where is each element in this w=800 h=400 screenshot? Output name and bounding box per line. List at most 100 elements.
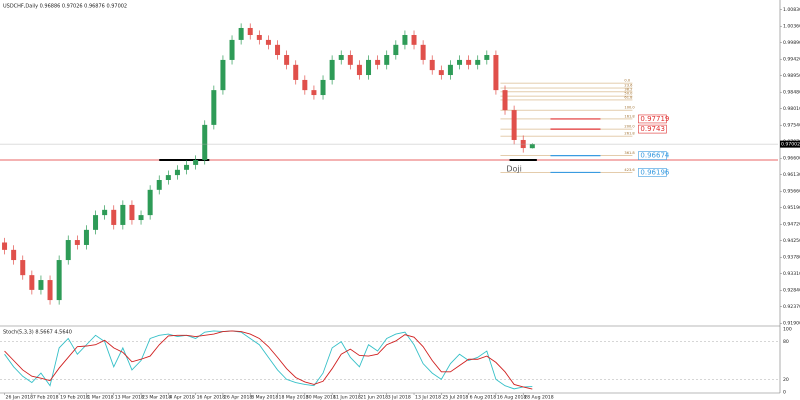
candle-body <box>238 27 244 40</box>
x-tick-label: 30 May 2018 <box>306 395 336 400</box>
candle-body <box>129 204 135 221</box>
stoch-tick-label: 0 <box>783 390 786 396</box>
candle-body <box>102 209 108 216</box>
x-tick-label: 4 Apr 2018 <box>169 395 195 400</box>
x-tick-label: 3 Jul 2018 <box>388 395 411 400</box>
fib-label: 61.8 <box>624 95 633 99</box>
x-tick-label: 1 Mar 2018 <box>87 395 113 400</box>
candle-body <box>2 242 8 250</box>
x-tick-label: 7 Feb 2018 <box>33 395 59 400</box>
candle-body <box>193 159 199 165</box>
candle-body <box>375 59 381 65</box>
candle-body <box>484 55 490 60</box>
x-tick-label: 23 Mar 2018 <box>142 395 171 400</box>
candle-body <box>56 260 62 301</box>
candle-body <box>184 164 190 170</box>
price-box <box>638 114 667 124</box>
x-tick-label: 28 Aug 2018 <box>524 395 554 400</box>
candle-body <box>356 64 362 76</box>
candle-body <box>93 215 99 230</box>
x-tick-label: 6 Aug 2018 <box>470 395 497 400</box>
x-tick-label: 21 Jun 2018 <box>360 395 388 400</box>
x-tick-label: 13 Mar 2018 <box>115 395 144 400</box>
candle-body <box>320 79 326 96</box>
candle-body <box>156 180 162 190</box>
candle-body <box>74 240 80 245</box>
x-tick-label: 25 Jul 2018 <box>442 395 468 400</box>
x-tick-label: 11 Jun 2018 <box>333 395 361 400</box>
candle-body <box>502 90 508 111</box>
candle-body <box>466 59 472 65</box>
last-price-label: 0.97002 <box>781 142 800 148</box>
fib-label: 423.6 <box>624 168 635 172</box>
candle-body <box>511 110 517 140</box>
fib-label: 23.6 <box>624 84 633 88</box>
fib-label: 50.0 <box>624 92 633 96</box>
candle-body <box>111 209 117 225</box>
candle-body <box>211 90 217 125</box>
candle-body <box>47 280 53 301</box>
annotation: Doji <box>506 164 522 173</box>
candle-body <box>366 59 372 76</box>
x-tick-label: 16 Apr 2018 <box>197 395 225 400</box>
price-box-label: 0.96196 <box>640 168 669 176</box>
candle-body <box>265 39 271 45</box>
candle-body <box>202 124 208 160</box>
candle-body <box>393 44 399 56</box>
fib-label: 361.8 <box>624 151 635 155</box>
candle-body <box>174 169 180 176</box>
x-tick-label: 16 Aug 2018 <box>497 395 527 400</box>
candle-body <box>447 64 453 76</box>
price-box <box>638 168 667 177</box>
candle-body <box>256 35 262 40</box>
candle-body <box>529 144 535 149</box>
fib-label: 261.8 <box>624 132 635 136</box>
x-tick-label: 26 Jan 2018 <box>6 395 34 400</box>
x-tick-label: 18 May 2018 <box>279 395 309 400</box>
fib-label: 100.0 <box>624 106 635 110</box>
candle-body <box>38 280 44 290</box>
candle-body <box>329 59 335 80</box>
price-box <box>638 124 667 134</box>
candle-body <box>411 35 417 45</box>
fib-label: 200.0 <box>624 125 635 129</box>
x-tick-label: 13 Jul 2018 <box>415 395 441 400</box>
candle-body <box>65 240 71 261</box>
candle-body <box>311 90 317 96</box>
x-tick-label: 8 May 2018 <box>251 395 278 400</box>
stoch-tick-label: 20 <box>783 377 789 383</box>
price-box <box>638 151 667 160</box>
candle-body <box>429 59 435 71</box>
candle-body <box>420 44 426 60</box>
y-tick-label: 0.91900 <box>783 321 800 327</box>
candle-body <box>493 55 499 91</box>
candle-body <box>229 39 235 60</box>
candle-body <box>302 79 308 91</box>
candle-body <box>247 27 253 36</box>
fib-label: 0.0 <box>624 79 630 83</box>
candle-body <box>402 35 408 45</box>
x-tick-label: 26 Apr 2018 <box>224 395 252 400</box>
fib-label: 38.2 <box>624 87 632 91</box>
fib-label: 161.8 <box>624 114 635 118</box>
candle-body <box>347 55 353 65</box>
y-tick-label: 1.00830 <box>783 7 800 13</box>
price-box-label: 0.96674 <box>640 152 669 160</box>
